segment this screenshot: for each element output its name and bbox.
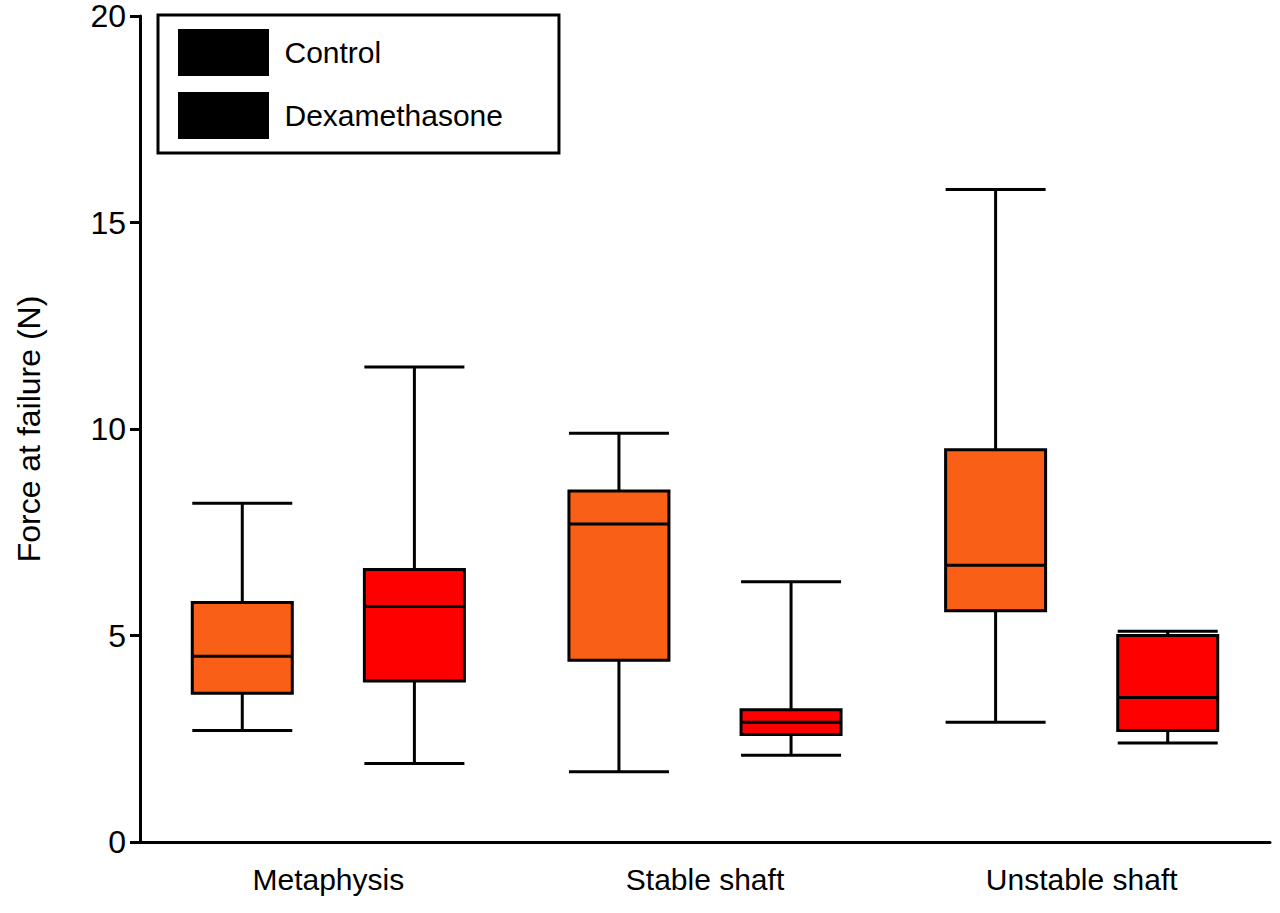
- svg-text:Control: Control: [285, 36, 382, 69]
- svg-text:Force at failure (N): Force at failure (N): [11, 296, 47, 563]
- svg-text:15: 15: [90, 205, 126, 241]
- svg-text:0: 0: [108, 824, 126, 860]
- svg-text:Metaphysis: Metaphysis: [252, 863, 404, 896]
- svg-text:5: 5: [108, 618, 126, 654]
- svg-text:Dexamethasone: Dexamethasone: [285, 99, 503, 132]
- svg-text:20: 20: [90, 0, 126, 34]
- svg-text:10: 10: [90, 411, 126, 447]
- svg-text:Unstable shaft: Unstable shaft: [986, 863, 1178, 896]
- svg-text:Stable shaft: Stable shaft: [626, 863, 785, 896]
